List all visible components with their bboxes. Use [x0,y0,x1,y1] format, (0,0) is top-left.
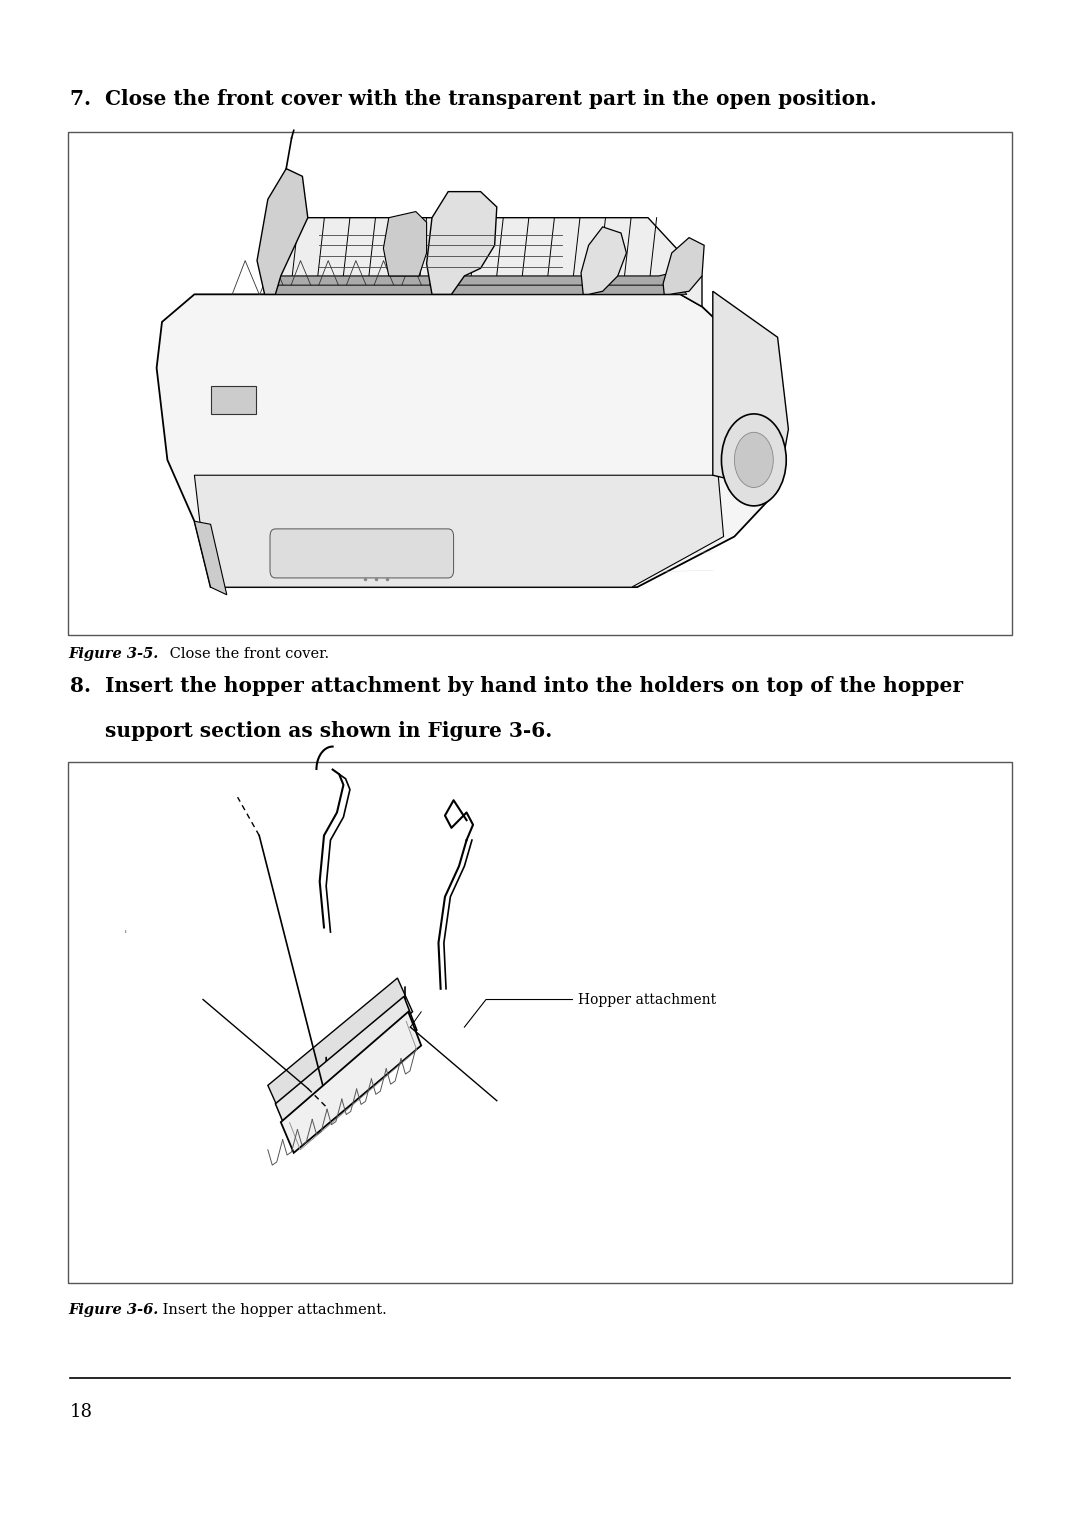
Text: 18: 18 [70,1403,93,1421]
Circle shape [734,432,773,487]
Polygon shape [275,996,417,1137]
Polygon shape [257,169,308,294]
Polygon shape [581,227,626,294]
Polygon shape [281,1012,421,1153]
Polygon shape [194,475,724,587]
Text: Figure 3-5.: Figure 3-5. [68,647,159,661]
Bar [68,132,1012,635]
Text: 7.  Close the front cover with the transparent part in the open position.: 7. Close the front cover with the transp… [70,89,877,109]
Polygon shape [268,978,413,1119]
FancyBboxPatch shape [270,529,454,578]
Polygon shape [270,285,687,294]
Text: Close the front cover.: Close the front cover. [165,647,329,661]
Bar [68,762,1012,1283]
Text: support section as shown in Figure 3-6.: support section as shown in Figure 3-6. [70,721,553,740]
Bar [211,386,256,414]
Polygon shape [265,268,691,294]
Polygon shape [663,238,704,294]
Circle shape [721,414,786,506]
Text: Figure 3-6.: Figure 3-6. [68,1303,159,1317]
Polygon shape [265,218,702,307]
Polygon shape [157,294,778,587]
Text: Hopper attachment: Hopper attachment [578,992,716,1007]
Polygon shape [383,212,427,276]
Text: 8.  Insert the hopper attachment by hand into the holders on top of the hopper: 8. Insert the hopper attachment by hand … [70,676,963,696]
Polygon shape [194,521,227,595]
Text: ': ' [124,929,127,941]
Polygon shape [427,192,497,294]
Text: Insert the hopper attachment.: Insert the hopper attachment. [158,1303,387,1317]
Polygon shape [713,291,788,491]
